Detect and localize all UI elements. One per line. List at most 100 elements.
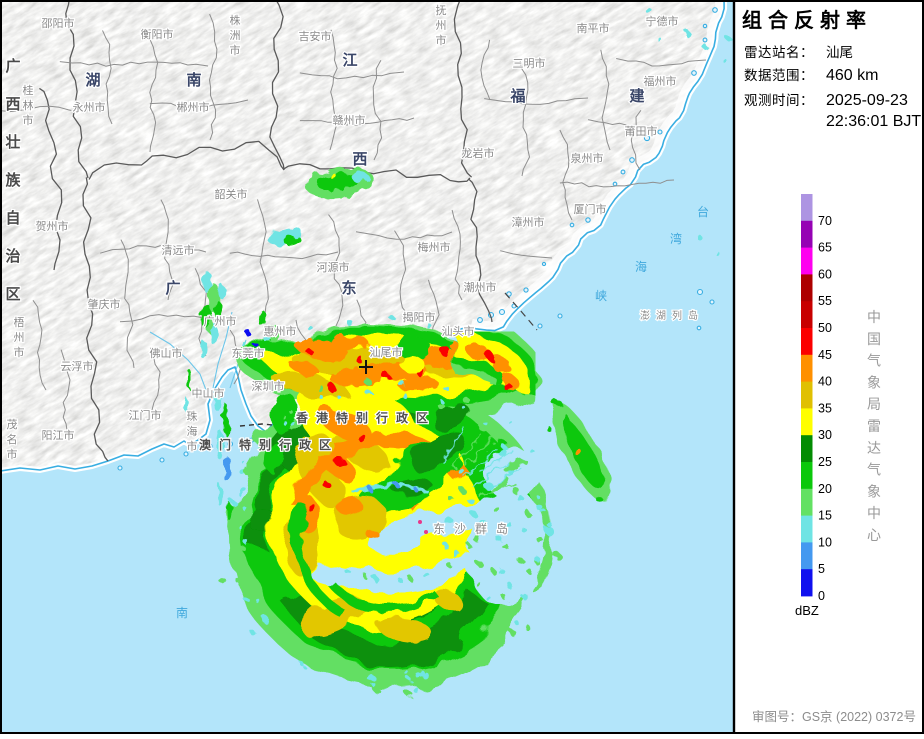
- svg-text:西: 西: [352, 151, 367, 168]
- svg-text:佛山市: 佛山市: [150, 346, 183, 360]
- svg-text:25: 25: [818, 455, 832, 469]
- svg-text:肇庆市: 肇庆市: [88, 297, 121, 311]
- svg-text:桂: 桂: [23, 83, 34, 97]
- svg-text:宁德市: 宁德市: [646, 14, 679, 28]
- svg-text:建: 建: [629, 87, 645, 105]
- svg-text:云浮市: 云浮市: [61, 359, 94, 373]
- svg-text:20: 20: [818, 482, 832, 496]
- svg-text:福: 福: [509, 87, 525, 105]
- svg-text:市: 市: [436, 33, 447, 47]
- svg-text:南: 南: [176, 605, 188, 620]
- svg-text:55: 55: [818, 294, 832, 308]
- svg-text:区: 区: [5, 286, 20, 303]
- svg-text:局: 局: [867, 396, 881, 412]
- svg-text:壮: 壮: [5, 133, 20, 151]
- svg-text:10: 10: [818, 535, 832, 549]
- svg-text:30: 30: [818, 428, 832, 442]
- svg-text:揭阳市: 揭阳市: [403, 310, 436, 324]
- svg-text:市: 市: [230, 43, 241, 57]
- svg-text:汕尾: 汕尾: [826, 45, 853, 60]
- svg-text:汕尾市: 汕尾市: [370, 345, 403, 359]
- svg-text:东沙群岛: 东沙群岛: [433, 521, 517, 536]
- svg-text:潮州市: 潮州市: [464, 280, 497, 294]
- svg-text:2025-09-23: 2025-09-23: [826, 92, 908, 109]
- svg-text:莆田市: 莆田市: [625, 124, 658, 138]
- svg-text:广: 广: [5, 57, 20, 75]
- svg-text:市: 市: [23, 113, 34, 127]
- svg-text:数据范围：: 数据范围：: [744, 68, 814, 83]
- svg-text:60: 60: [818, 267, 832, 281]
- svg-text:市: 市: [14, 345, 25, 359]
- svg-text:澳门特别行政区: 澳门特别行政区: [199, 437, 339, 452]
- svg-text:州: 州: [14, 332, 25, 344]
- svg-text:35: 35: [818, 401, 832, 415]
- svg-text:dBZ: dBZ: [795, 603, 819, 618]
- svg-text:70: 70: [818, 214, 832, 228]
- svg-text:市: 市: [187, 439, 198, 453]
- svg-text:抚: 抚: [436, 3, 447, 17]
- svg-text:林: 林: [23, 98, 34, 112]
- svg-text:审图号：GS京 (2022) 0372号: 审图号：GS京 (2022) 0372号: [752, 709, 916, 724]
- svg-text:治: 治: [5, 247, 20, 265]
- svg-text:河源市: 河源市: [317, 260, 350, 274]
- svg-text:气: 气: [867, 462, 881, 478]
- svg-text:雷: 雷: [867, 418, 881, 434]
- svg-text:江: 江: [342, 51, 357, 69]
- svg-text:45: 45: [818, 348, 832, 362]
- svg-text:贺州市: 贺州市: [36, 219, 69, 233]
- svg-text:中: 中: [867, 505, 881, 521]
- svg-text:象: 象: [867, 374, 881, 390]
- svg-text:市: 市: [7, 447, 18, 461]
- svg-text:清远市: 清远市: [162, 243, 195, 257]
- svg-text:赣州市: 赣州市: [333, 113, 366, 127]
- svg-text:中山市: 中山市: [192, 386, 225, 400]
- svg-text:东: 东: [341, 279, 356, 297]
- svg-text:族: 族: [5, 171, 21, 189]
- svg-text:湾: 湾: [670, 231, 682, 246]
- svg-text:雷达站名：: 雷达站名：: [744, 45, 814, 60]
- svg-text:澎湖列岛: 澎湖列岛: [640, 309, 704, 322]
- svg-text:15: 15: [818, 509, 832, 523]
- svg-text:460 km: 460 km: [826, 67, 878, 84]
- svg-text:22:36:01 BJT: 22:36:01 BJT: [826, 113, 921, 130]
- svg-text:郴州市: 郴州市: [177, 100, 210, 114]
- svg-text:65: 65: [818, 241, 832, 255]
- svg-text:5: 5: [818, 562, 825, 576]
- svg-text:中: 中: [867, 309, 881, 325]
- svg-text:海: 海: [635, 259, 647, 274]
- svg-text:梅州市: 梅州市: [418, 240, 451, 254]
- svg-text:台: 台: [697, 204, 709, 219]
- svg-text:广: 广: [165, 279, 180, 297]
- svg-text:50: 50: [818, 321, 832, 335]
- svg-text:峡: 峡: [595, 289, 607, 303]
- svg-text:香港特别行政区: 香港特别行政区: [295, 410, 436, 425]
- svg-text:南: 南: [186, 71, 201, 89]
- svg-text:漳州市: 漳州市: [512, 215, 545, 229]
- svg-text:州: 州: [436, 20, 447, 32]
- svg-text:梧: 梧: [14, 315, 25, 329]
- svg-text:泉州市: 泉州市: [571, 151, 604, 165]
- svg-text:茂: 茂: [7, 417, 18, 431]
- svg-text:40: 40: [818, 375, 832, 389]
- svg-text:气: 气: [867, 353, 881, 369]
- svg-text:象: 象: [867, 483, 881, 499]
- svg-text:福州市: 福州市: [644, 74, 677, 88]
- svg-text:自: 自: [5, 209, 20, 227]
- svg-text:深圳市: 深圳市: [252, 379, 285, 393]
- svg-text:邵阳市: 邵阳市: [42, 16, 75, 30]
- svg-text:株: 株: [230, 13, 241, 27]
- svg-text:惠州市: 惠州市: [264, 324, 297, 338]
- svg-text:西: 西: [5, 96, 20, 113]
- svg-text:观测时间：: 观测时间：: [744, 93, 814, 108]
- svg-text:珠: 珠: [187, 409, 198, 423]
- svg-text:衡阳市: 衡阳市: [141, 27, 174, 41]
- svg-text:阳江市: 阳江市: [42, 428, 75, 442]
- svg-text:东莞市: 东莞市: [232, 346, 265, 360]
- svg-text:洲: 洲: [230, 30, 241, 42]
- svg-text:永州市: 永州市: [73, 100, 106, 114]
- svg-text:吉安市: 吉安市: [299, 29, 332, 43]
- svg-text:国: 国: [867, 331, 881, 347]
- svg-text:龙岩市: 龙岩市: [462, 146, 495, 160]
- svg-text:心: 心: [867, 527, 881, 543]
- svg-text:海: 海: [187, 424, 198, 438]
